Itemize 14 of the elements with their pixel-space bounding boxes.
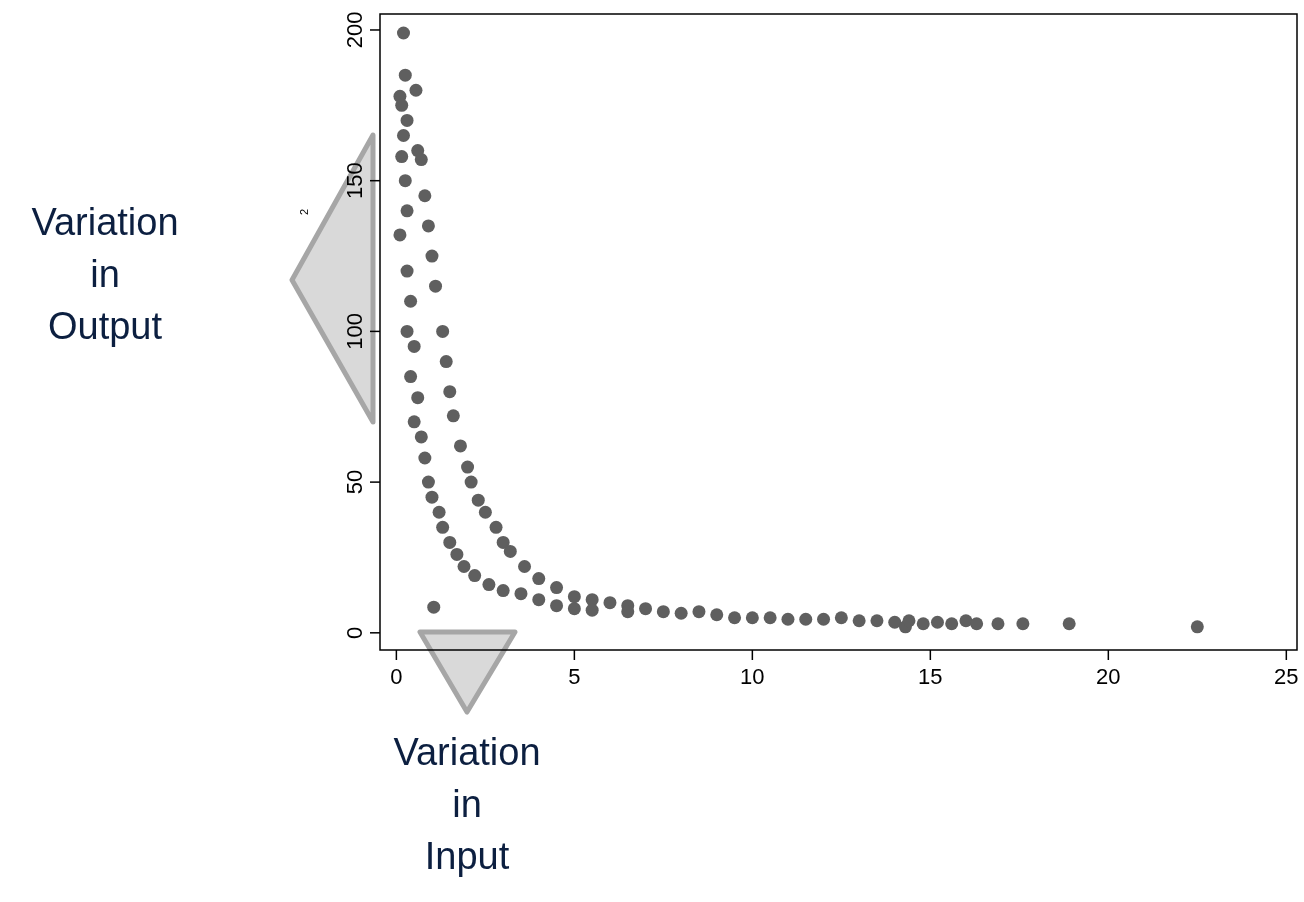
text: Variation in Input bbox=[393, 731, 541, 877]
y-tick-label: 150 bbox=[342, 162, 367, 200]
y-axis-title: 2 bbox=[298, 208, 310, 216]
x-tick-label: 15 bbox=[918, 664, 943, 689]
y-tick-label: 0 bbox=[342, 626, 367, 639]
x-tick-label: 5 bbox=[568, 664, 581, 689]
x-tick-label: 0 bbox=[390, 664, 403, 689]
y-tick-label: 200 bbox=[342, 11, 367, 49]
x-tick-label: 20 bbox=[1096, 664, 1121, 689]
x-tick-label: 10 bbox=[740, 664, 765, 689]
y-tick-label: 50 bbox=[342, 469, 367, 495]
y-tick-label: 100 bbox=[342, 313, 367, 350]
x-tick-label: 25 bbox=[1274, 664, 1299, 689]
text: Variation in Output bbox=[31, 201, 179, 347]
